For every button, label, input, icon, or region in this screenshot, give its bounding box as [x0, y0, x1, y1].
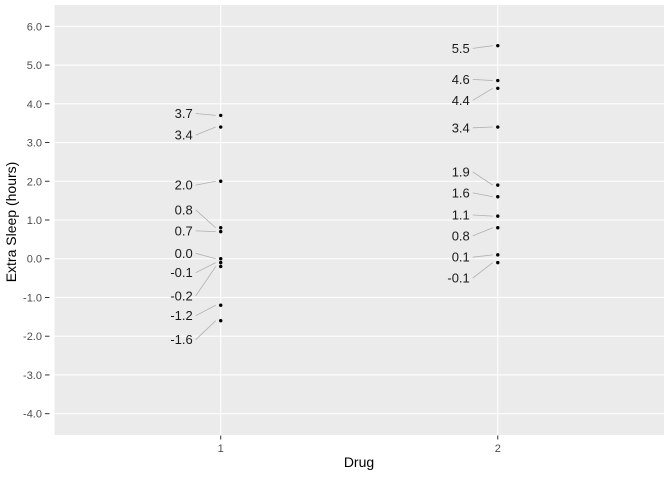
data-point: [219, 319, 223, 323]
label-leader-line: [472, 214, 493, 217]
y-tick-label: 4.0: [27, 99, 42, 111]
label-leader-line: [472, 227, 493, 237]
label-leader-line: [195, 320, 217, 340]
data-point: [496, 260, 500, 265]
x-tick-label: 1: [218, 443, 224, 455]
data-point: [219, 179, 223, 183]
data-point: [496, 226, 500, 230]
data-point: [219, 303, 223, 307]
data-point: [496, 43, 500, 48]
data-point-label: 0.8: [175, 202, 193, 217]
y-tick-label: 0.0: [27, 254, 42, 266]
data-point-label: 3.4: [452, 120, 470, 135]
y-tick-label: -1.0: [23, 292, 42, 304]
label-leader-line: [195, 113, 216, 116]
y-tick-label: -3.0: [23, 370, 42, 382]
data-point: [219, 260, 223, 265]
label-leader-line: [195, 230, 216, 233]
data-point: [219, 264, 223, 269]
label-leader-line: [472, 192, 493, 198]
label-leader-line: [195, 180, 216, 186]
label-leader-line: [472, 126, 493, 129]
y-axis-title: Extra Sleep (hours): [3, 161, 19, 283]
label-leader-line: [472, 78, 493, 81]
data-point-label: 3.4: [175, 128, 193, 143]
data-point-label: -0.2: [170, 288, 192, 303]
data-point-label: 0.8: [452, 228, 470, 243]
label-leader-line: [472, 45, 493, 49]
data-point: [496, 183, 500, 187]
label-leader-line: [195, 209, 216, 229]
x-tick-label: 2: [495, 443, 501, 455]
label-leader-line: [472, 87, 493, 101]
data-point: [496, 78, 500, 83]
data-point-label: 0.1: [452, 250, 470, 265]
data-point-label: -1.2: [170, 308, 192, 323]
data-point-label: 1.1: [452, 207, 470, 222]
data-point-label: 2.0: [175, 178, 193, 193]
data-point-label: 1.6: [452, 185, 470, 200]
label-leader-line: [472, 262, 494, 279]
data-point: [496, 253, 500, 257]
data-point-label: -1.6: [170, 332, 192, 347]
data-point: [219, 257, 223, 261]
data-point-label: -0.1: [170, 265, 192, 280]
y-tick-label: 1.0: [27, 215, 42, 227]
data-point: [496, 195, 500, 199]
data-point-label: 3.7: [175, 106, 193, 121]
label-leader-line: [472, 254, 493, 258]
y-tick-label: 3.0: [27, 138, 42, 150]
data-point-label: 4.4: [452, 93, 470, 108]
data-point-label: 1.9: [452, 164, 470, 179]
label-leader-line: [195, 252, 216, 260]
data-point: [219, 125, 223, 129]
data-point-label: -0.1: [447, 271, 469, 286]
label-leader-line: [195, 262, 216, 274]
y-tick-label: -4.0: [23, 409, 42, 421]
data-point: [496, 86, 500, 90]
y-tick-label: 6.0: [27, 21, 42, 33]
data-point: [496, 214, 500, 218]
data-point-label: 5.5: [452, 41, 470, 56]
data-point: [219, 226, 223, 230]
data-point: [496, 125, 500, 129]
label-leader-line: [195, 266, 217, 297]
y-tick-label: 5.0: [27, 60, 42, 72]
label-leader-line: [195, 126, 216, 136]
label-leader-line: [472, 171, 493, 186]
data-point: [219, 229, 223, 234]
data-point-label: 4.6: [452, 72, 470, 87]
data-point: [219, 113, 223, 118]
x-axis-title: Drug: [343, 454, 375, 470]
data-point-label: 0.7: [175, 223, 193, 238]
data-point-label: 0.0: [175, 246, 193, 261]
label-leader-line: [195, 304, 216, 317]
y-tick-label: -2.0: [23, 331, 42, 343]
y-tick-label: 2.0: [27, 176, 42, 188]
